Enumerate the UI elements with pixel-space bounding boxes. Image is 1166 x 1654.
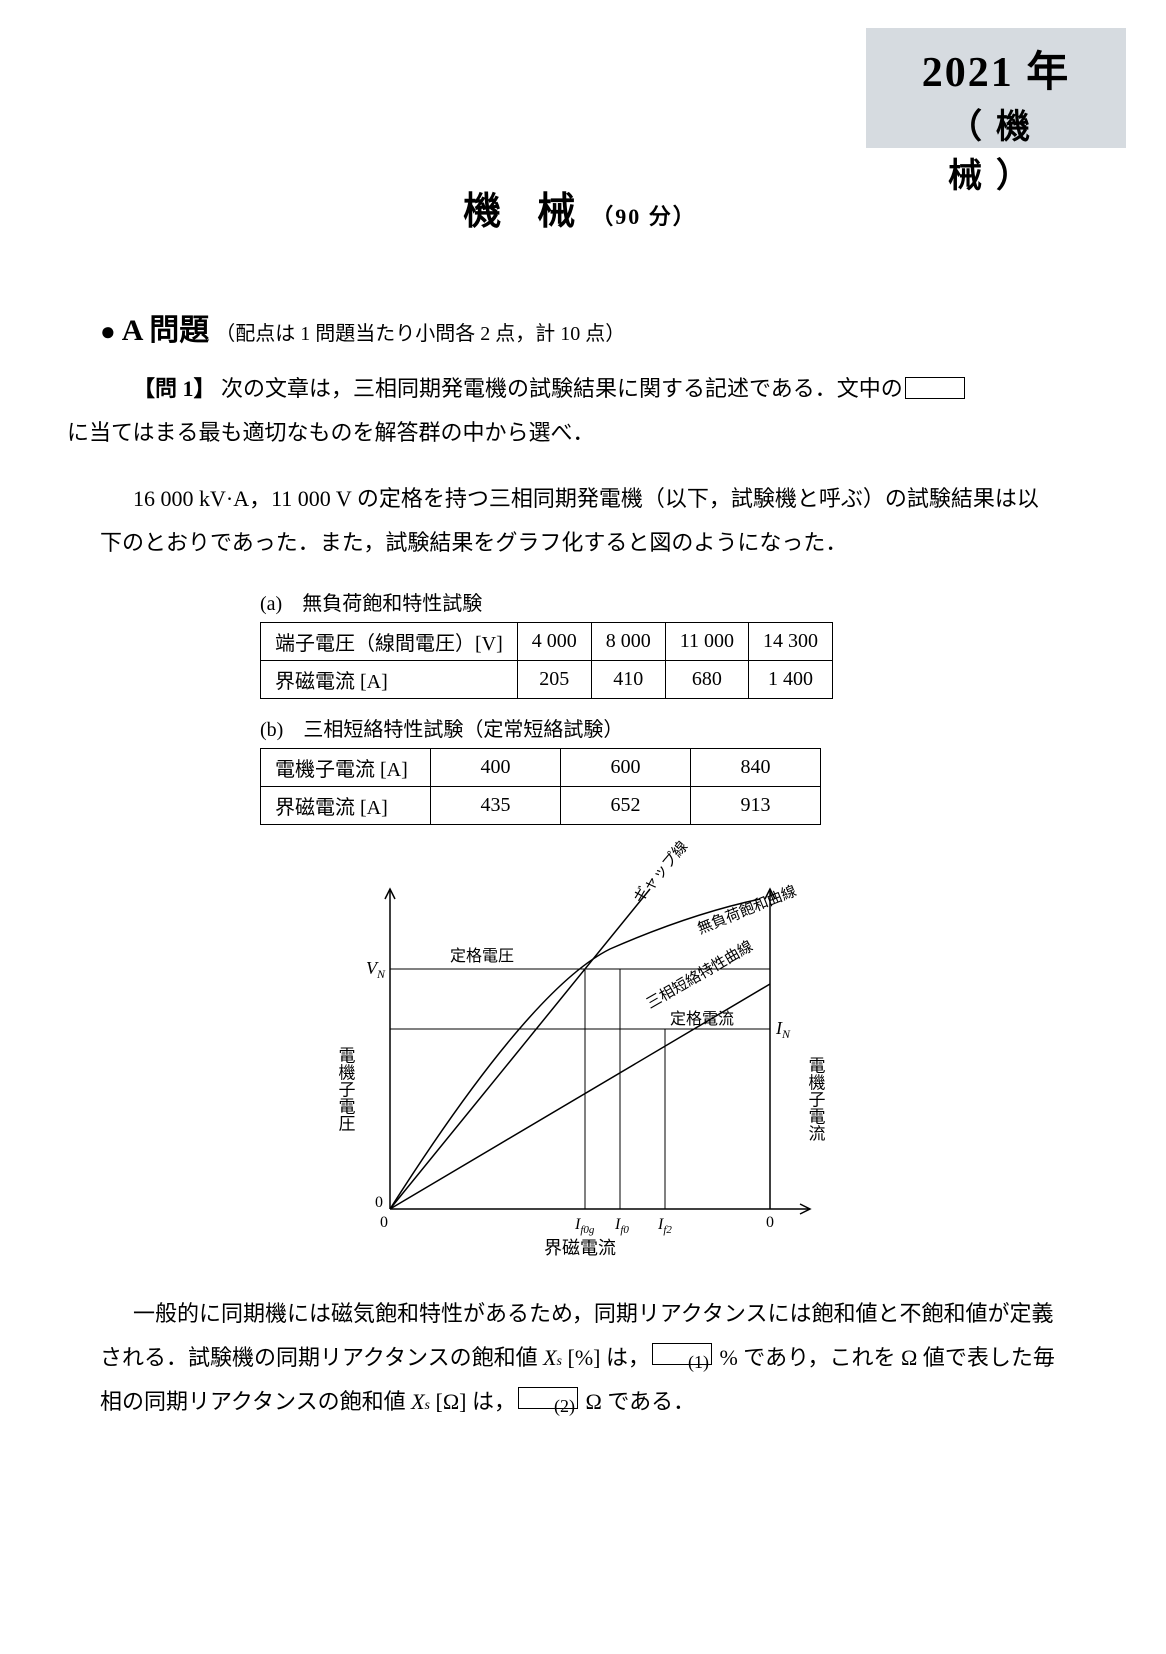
cell: 410 [591, 661, 665, 699]
if0-label: If0 [614, 1216, 629, 1236]
title-duration: （90 分） [591, 204, 697, 229]
xs2: X [411, 1389, 424, 1414]
chart-svg: VN IN 0 0 0 If0g If0 If2 定格電圧 定格電流 界磁電流 … [270, 839, 890, 1269]
if2-label: If2 [657, 1216, 672, 1236]
q1-tag: 【問 1】 [133, 376, 216, 401]
vn-label: VN [366, 958, 386, 981]
section-a-note: （配点は 1 問題当たり小問各 2 点，計 10 点） [215, 323, 625, 345]
table-a-r2-label: 界磁電流 [A] [261, 661, 518, 699]
table-a-caption: (a) 無負荷飽和特性試験 [260, 587, 1060, 616]
table-row: 電機子電流 [A] 400 600 840 [261, 749, 821, 787]
origin-left: 0 [380, 1214, 388, 1231]
q1-paragraph-1: 【問 1】 次の文章は，三相同期発電機の試験結果に関する記述である．文中の に当… [100, 367, 1060, 455]
rated-i-label: 定格電流 [670, 1010, 734, 1028]
q1-text-a: 次の文章は，三相同期発電機の試験結果に関する記述である．文中の [221, 376, 903, 401]
table-b: 電機子電流 [A] 400 600 840 界磁電流 [A] 435 652 9… [260, 748, 821, 825]
sc-label: 三相短絡特性曲線 [644, 938, 756, 1013]
rated-v-label: 定格電圧 [450, 947, 514, 965]
table-b-r2-label: 界磁電流 [A] [261, 787, 431, 825]
cell: 652 [561, 787, 691, 825]
cell: 205 [517, 661, 591, 699]
blank-box-empty [905, 377, 965, 399]
characteristic-chart: VN IN 0 0 0 If0g If0 If2 定格電圧 定格電流 界磁電流 … [100, 839, 1060, 1274]
x-axis-label: 界磁電流 [544, 1238, 616, 1258]
in-label: IN [775, 1018, 791, 1041]
section-a-header: ● A 問題 （配点は 1 問題当たり小問各 2 点，計 10 点） [100, 305, 1060, 349]
cell: 11 000 [665, 623, 748, 661]
page-content: 機械（90 分） ● A 問題 （配点は 1 問題当たり小問各 2 点，計 10… [100, 180, 1060, 1446]
bottom-paragraph: 一般的に同期機には磁気飽和特性があるため，同期リアクタンスには飽和値と不飽和値が… [100, 1292, 1060, 1424]
title-main: 機械 [463, 191, 611, 233]
origin-right: 0 [766, 1214, 774, 1231]
ohm-tail: Ω である． [580, 1389, 695, 1414]
y-right-label: 電機子電流 [806, 1057, 826, 1142]
table-b-caption: (b) 三相短絡特性試験（定常短絡試験） [260, 713, 1060, 742]
cell: 913 [691, 787, 821, 825]
cell: 400 [431, 749, 561, 787]
q1-paragraph-2: 16 000 kV·A，11 000 V の定格を持つ三相同期発電機（以下，試験… [100, 477, 1060, 565]
section-a-label: A 問題 [122, 314, 210, 347]
if0g-label: If0g [574, 1216, 595, 1236]
cell: 1 400 [749, 661, 833, 699]
nlsat-label: 無負荷飽和曲線 [695, 883, 799, 938]
pct-unit: [%] は， [562, 1345, 650, 1370]
gap-line-label: ギャップ線 [630, 839, 691, 907]
table-row: 界磁電流 [A] 205 410 680 1 400 [261, 661, 833, 699]
blank-1: (1) [652, 1343, 712, 1365]
cell: 680 [665, 661, 748, 699]
xs1: X [543, 1345, 556, 1370]
table-a: 端子電圧（線間電圧）[V] 4 000 8 000 11 000 14 300 … [260, 622, 833, 699]
cell: 600 [561, 749, 691, 787]
bullet: ● [100, 317, 116, 346]
table-b-r1-label: 電機子電流 [A] [261, 749, 431, 787]
cell: 4 000 [517, 623, 591, 661]
blank-2: (2) [518, 1387, 578, 1409]
table-row: 端子電圧（線間電圧）[V] 4 000 8 000 11 000 14 300 [261, 623, 833, 661]
year-text: 2021 年 [866, 38, 1126, 99]
origin-y: 0 [375, 1194, 383, 1211]
q1-text-b: に当てはまる最も適切なものを解答群の中から選べ． [67, 420, 595, 445]
cell: 840 [691, 749, 821, 787]
cell: 435 [431, 787, 561, 825]
ohm-unit: [Ω] は， [430, 1389, 516, 1414]
year-header-box: 2021 年 （機 械） [866, 28, 1126, 148]
page-title: 機械（90 分） [100, 180, 1060, 235]
cell: 8 000 [591, 623, 665, 661]
table-row: 界磁電流 [A] 435 652 913 [261, 787, 821, 825]
cell: 14 300 [749, 623, 833, 661]
y-left-label: 電機子電圧 [336, 1047, 356, 1132]
table-a-r1-label: 端子電圧（線間電圧）[V] [261, 623, 518, 661]
